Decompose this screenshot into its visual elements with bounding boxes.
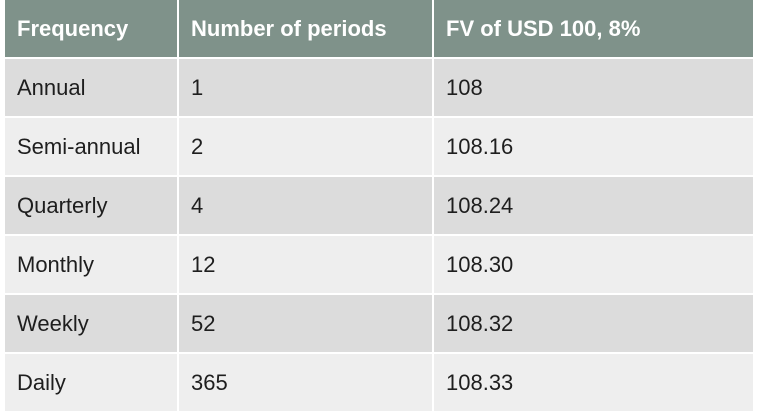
cell-periods: 52 <box>178 293 434 353</box>
fv-compounding-table: Frequency Number of periods FV of USD 10… <box>5 0 753 411</box>
cell-frequency: Monthly <box>5 234 179 294</box>
cell-future-value: 108.32 <box>433 293 753 353</box>
cell-frequency: Weekly <box>5 293 179 353</box>
cell-future-value: 108.16 <box>433 116 753 176</box>
cell-periods: 2 <box>178 116 434 176</box>
table-row: Semi-annual 2 108.16 <box>5 116 753 176</box>
cell-frequency: Quarterly <box>5 175 179 235</box>
table-row: Weekly 52 108.32 <box>5 293 753 353</box>
table-row: Quarterly 4 108.24 <box>5 175 753 235</box>
cell-frequency: Annual <box>5 57 179 117</box>
cell-periods: 1 <box>178 57 434 117</box>
cell-periods: 4 <box>178 175 434 235</box>
cell-frequency: Daily <box>5 352 179 411</box>
header-number-of-periods: Number of periods <box>178 0 434 58</box>
table-row: Monthly 12 108.30 <box>5 234 753 294</box>
cell-periods: 12 <box>178 234 434 294</box>
header-frequency: Frequency <box>5 0 179 58</box>
cell-future-value: 108.30 <box>433 234 753 294</box>
cell-periods: 365 <box>178 352 434 411</box>
header-future-value: FV of USD 100, 8% <box>433 0 753 58</box>
table-row: Daily 365 108.33 <box>5 352 753 411</box>
cell-frequency: Semi-annual <box>5 116 179 176</box>
cell-future-value: 108 <box>433 57 753 117</box>
table-row: Annual 1 108 <box>5 57 753 117</box>
cell-future-value: 108.24 <box>433 175 753 235</box>
cell-future-value: 108.33 <box>433 352 753 411</box>
table-header-row: Frequency Number of periods FV of USD 10… <box>5 0 753 58</box>
